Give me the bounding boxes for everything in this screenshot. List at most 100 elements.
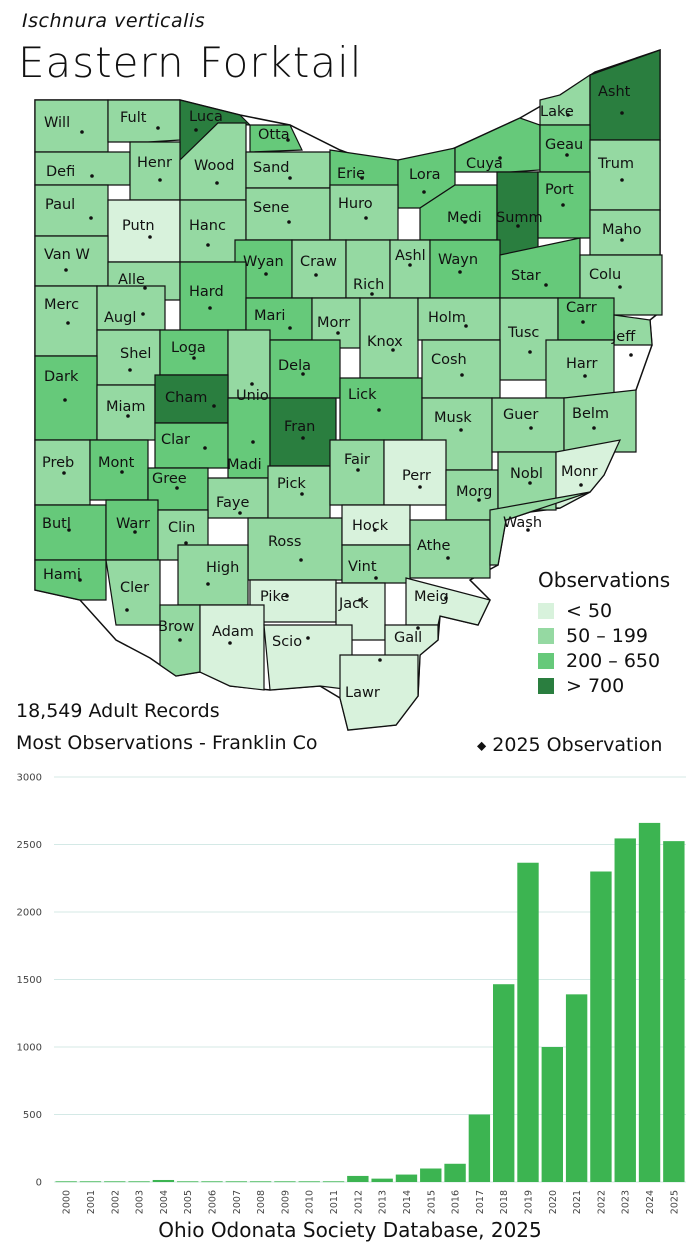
y-tick-label: 2000 [17,908,42,919]
legend-item: > 700 [538,673,670,698]
observation-dot-unio [250,382,254,386]
observation-dot-lawr [378,658,382,662]
county-label-fran: Fran [284,419,315,435]
county-lawr[interactable] [339,654,419,731]
county-label-maho: Maho [602,222,642,238]
observation-dot-fair [356,468,360,472]
observation-dot-augl [141,312,145,316]
county-label-hami: Hami [43,567,81,583]
legend-label: > 700 [566,674,625,697]
county-label-sand: Sand [253,160,289,176]
county-otta[interactable] [249,124,303,153]
observation-dot-hock [373,528,377,532]
county-label-warr: Warr [116,516,150,532]
observation-dot-hard [208,306,212,310]
county-label-wayn: Wayn [438,252,478,268]
county-huro[interactable] [329,184,399,241]
county-label-morr: Morr [317,315,350,331]
county-label-nobl: Nobl [510,466,543,482]
observation-dot-lora [422,190,426,194]
county-label-cosh: Cosh [431,352,467,368]
x-tick-label: 2022 [596,1190,607,1214]
county-jeff[interactable] [613,314,653,346]
observation-dot-madi [251,440,255,444]
observation-dot-gall [416,626,420,630]
bar-2004 [152,1179,175,1182]
county-cosh[interactable] [421,339,501,399]
observation-dot-shel [128,368,132,372]
county-fair[interactable] [329,439,385,506]
observation-dot-dark [63,398,67,402]
observation-dot-mari [288,326,292,330]
county-label-ashl: Ashl [395,248,426,264]
x-tick-label: 2007 [232,1190,243,1214]
county-label-pike: Pike [260,589,289,605]
bar-2023 [614,838,636,1182]
county-fult[interactable] [107,99,181,143]
county-label-wyan: Wyan [243,254,284,270]
county-trum[interactable] [589,139,661,211]
county-henr[interactable] [129,141,181,201]
x-tick-label: 2002 [110,1190,121,1214]
county-scio[interactable] [263,624,353,691]
observation-dot-warr [133,530,137,534]
county-label-hanc: Hanc [189,218,226,234]
observation-dot-sene [287,220,291,224]
county-butl[interactable] [34,504,107,561]
county-wayn[interactable] [429,239,501,299]
x-tick-label: 2019 [524,1190,535,1214]
bar-2002 [104,1181,126,1183]
county-pick[interactable] [267,465,331,526]
county-label-vint: Vint [348,559,377,575]
bar-2018 [493,984,515,1182]
county-label-will: Will [44,115,70,131]
county-label-clar: Clar [161,432,190,448]
county-label-asht: Asht [598,84,631,100]
county-label-hock: Hock [352,518,389,534]
x-tick-label: 2020 [548,1190,559,1214]
legend-swatch [538,677,554,694]
legend-item: 200 – 650 [538,648,670,673]
x-tick-label: 2000 [62,1190,73,1214]
bar-2011 [322,1181,345,1183]
county-label-lawr: Lawr [345,685,380,701]
observation-dot-scio [306,636,310,640]
observation-dot-geau [565,153,569,157]
observation-dot-defi [90,174,94,178]
observation-dot-perr [418,485,422,489]
x-tick-label: 2018 [499,1190,510,1214]
observation-dot-fran [301,436,305,440]
county-label-van-w: Van W [44,247,90,263]
x-tick-label: 2003 [135,1190,146,1214]
county-label-merc: Merc [44,297,79,313]
y-tick-label: 1500 [17,975,42,986]
y-tick-label: 3000 [17,773,42,784]
bar-2003 [128,1181,150,1183]
most-observations-stat: Most Observations - Franklin Co [16,732,318,754]
legend-item: 50 – 199 [538,623,670,648]
observation-dot-ashl [408,263,412,267]
county-label-summ: Summ [496,210,543,226]
observation-dot-lick [377,408,381,412]
county-wash[interactable] [489,491,591,566]
county-label-morg: Morg [456,484,492,500]
county-label-pick: Pick [277,476,306,492]
bar-2024 [638,822,661,1182]
county-label-henr: Henr [137,155,172,171]
county-label-guer: Guer [503,407,538,423]
observation-dot-wash [526,528,530,532]
county-hami[interactable] [34,559,107,601]
county-belm[interactable] [563,389,637,453]
county-nobl[interactable] [497,451,557,511]
legend-swatch [538,602,554,619]
observation-dot-jeff [629,353,633,357]
county-label-gall: Gall [394,630,422,646]
county-label-musk: Musk [434,410,472,426]
observation-dot-ross [299,558,303,562]
x-tick-label: 2017 [475,1190,486,1214]
county-label-meig: Meig [414,589,449,605]
county-label-medi: Medi [447,210,482,226]
bar-2020 [541,1047,563,1182]
observation-dot-cuya [498,156,502,160]
county-adam[interactable] [199,604,265,691]
